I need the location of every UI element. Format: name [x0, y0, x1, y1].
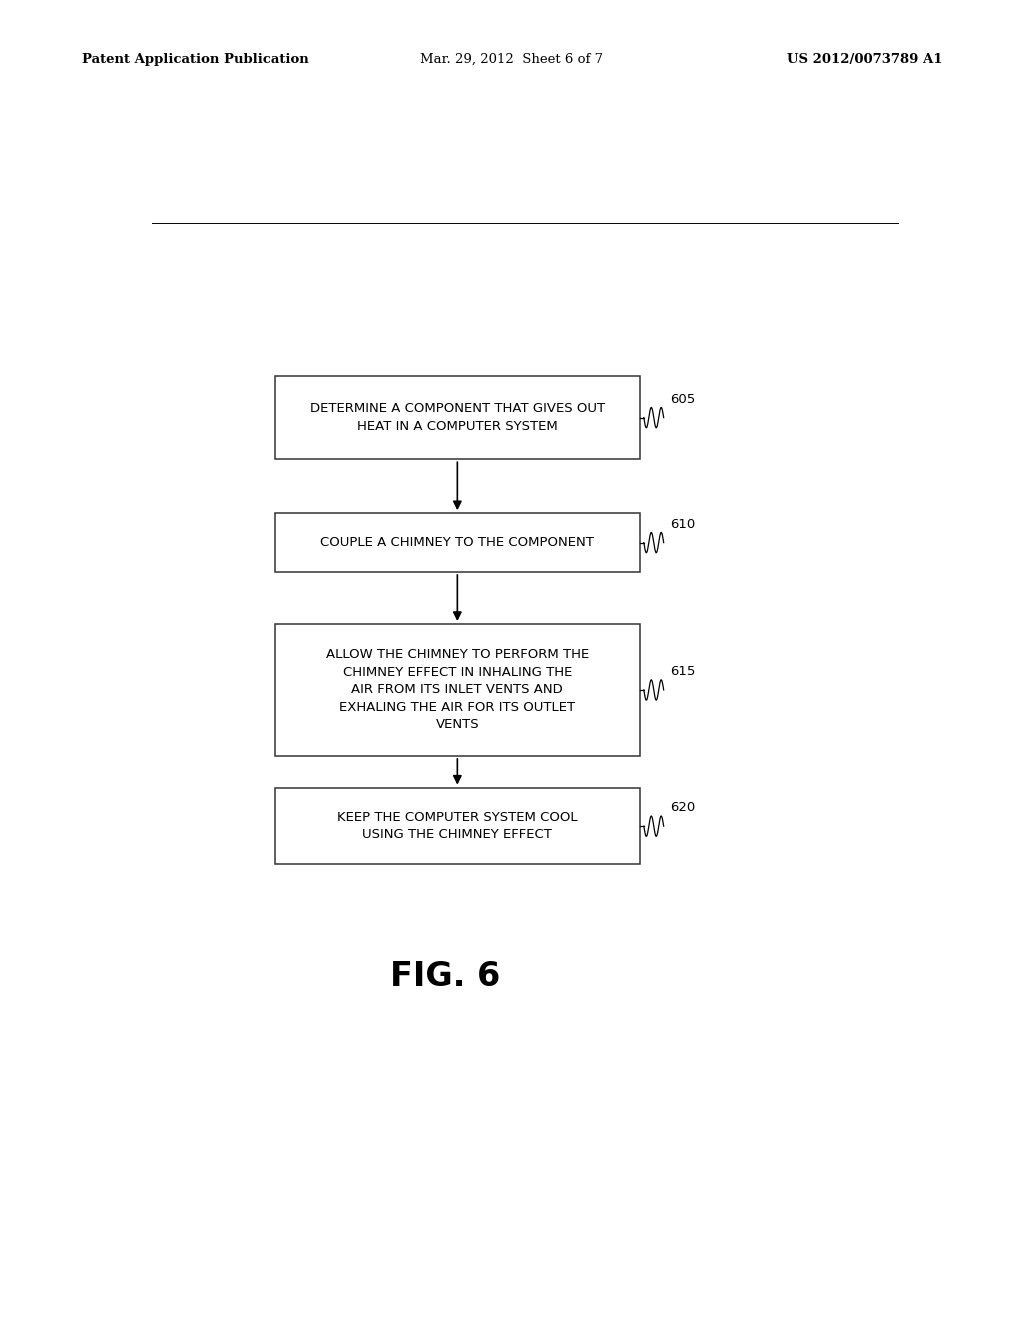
Text: FIG. 6: FIG. 6 [390, 960, 501, 993]
Text: 615: 615 [670, 665, 695, 678]
Text: Patent Application Publication: Patent Application Publication [82, 53, 308, 66]
Text: 610: 610 [670, 517, 695, 531]
Bar [274, 376, 640, 459]
Bar [274, 624, 640, 756]
Text: 620: 620 [670, 801, 695, 814]
Text: Mar. 29, 2012  Sheet 6 of 7: Mar. 29, 2012 Sheet 6 of 7 [421, 53, 603, 66]
Bar [274, 513, 640, 572]
Text: US 2012/0073789 A1: US 2012/0073789 A1 [786, 53, 942, 66]
Text: COUPLE A CHIMNEY TO THE COMPONENT: COUPLE A CHIMNEY TO THE COMPONENT [321, 536, 594, 549]
Text: DETERMINE A COMPONENT THAT GIVES OUT
HEAT IN A COMPUTER SYSTEM: DETERMINE A COMPONENT THAT GIVES OUT HEA… [310, 403, 605, 433]
Bar [274, 788, 640, 865]
Text: KEEP THE COMPUTER SYSTEM COOL
USING THE CHIMNEY EFFECT: KEEP THE COMPUTER SYSTEM COOL USING THE … [337, 810, 578, 841]
Text: ALLOW THE CHIMNEY TO PERFORM THE
CHIMNEY EFFECT IN INHALING THE
AIR FROM ITS INL: ALLOW THE CHIMNEY TO PERFORM THE CHIMNEY… [326, 648, 589, 731]
Text: 605: 605 [670, 393, 695, 405]
